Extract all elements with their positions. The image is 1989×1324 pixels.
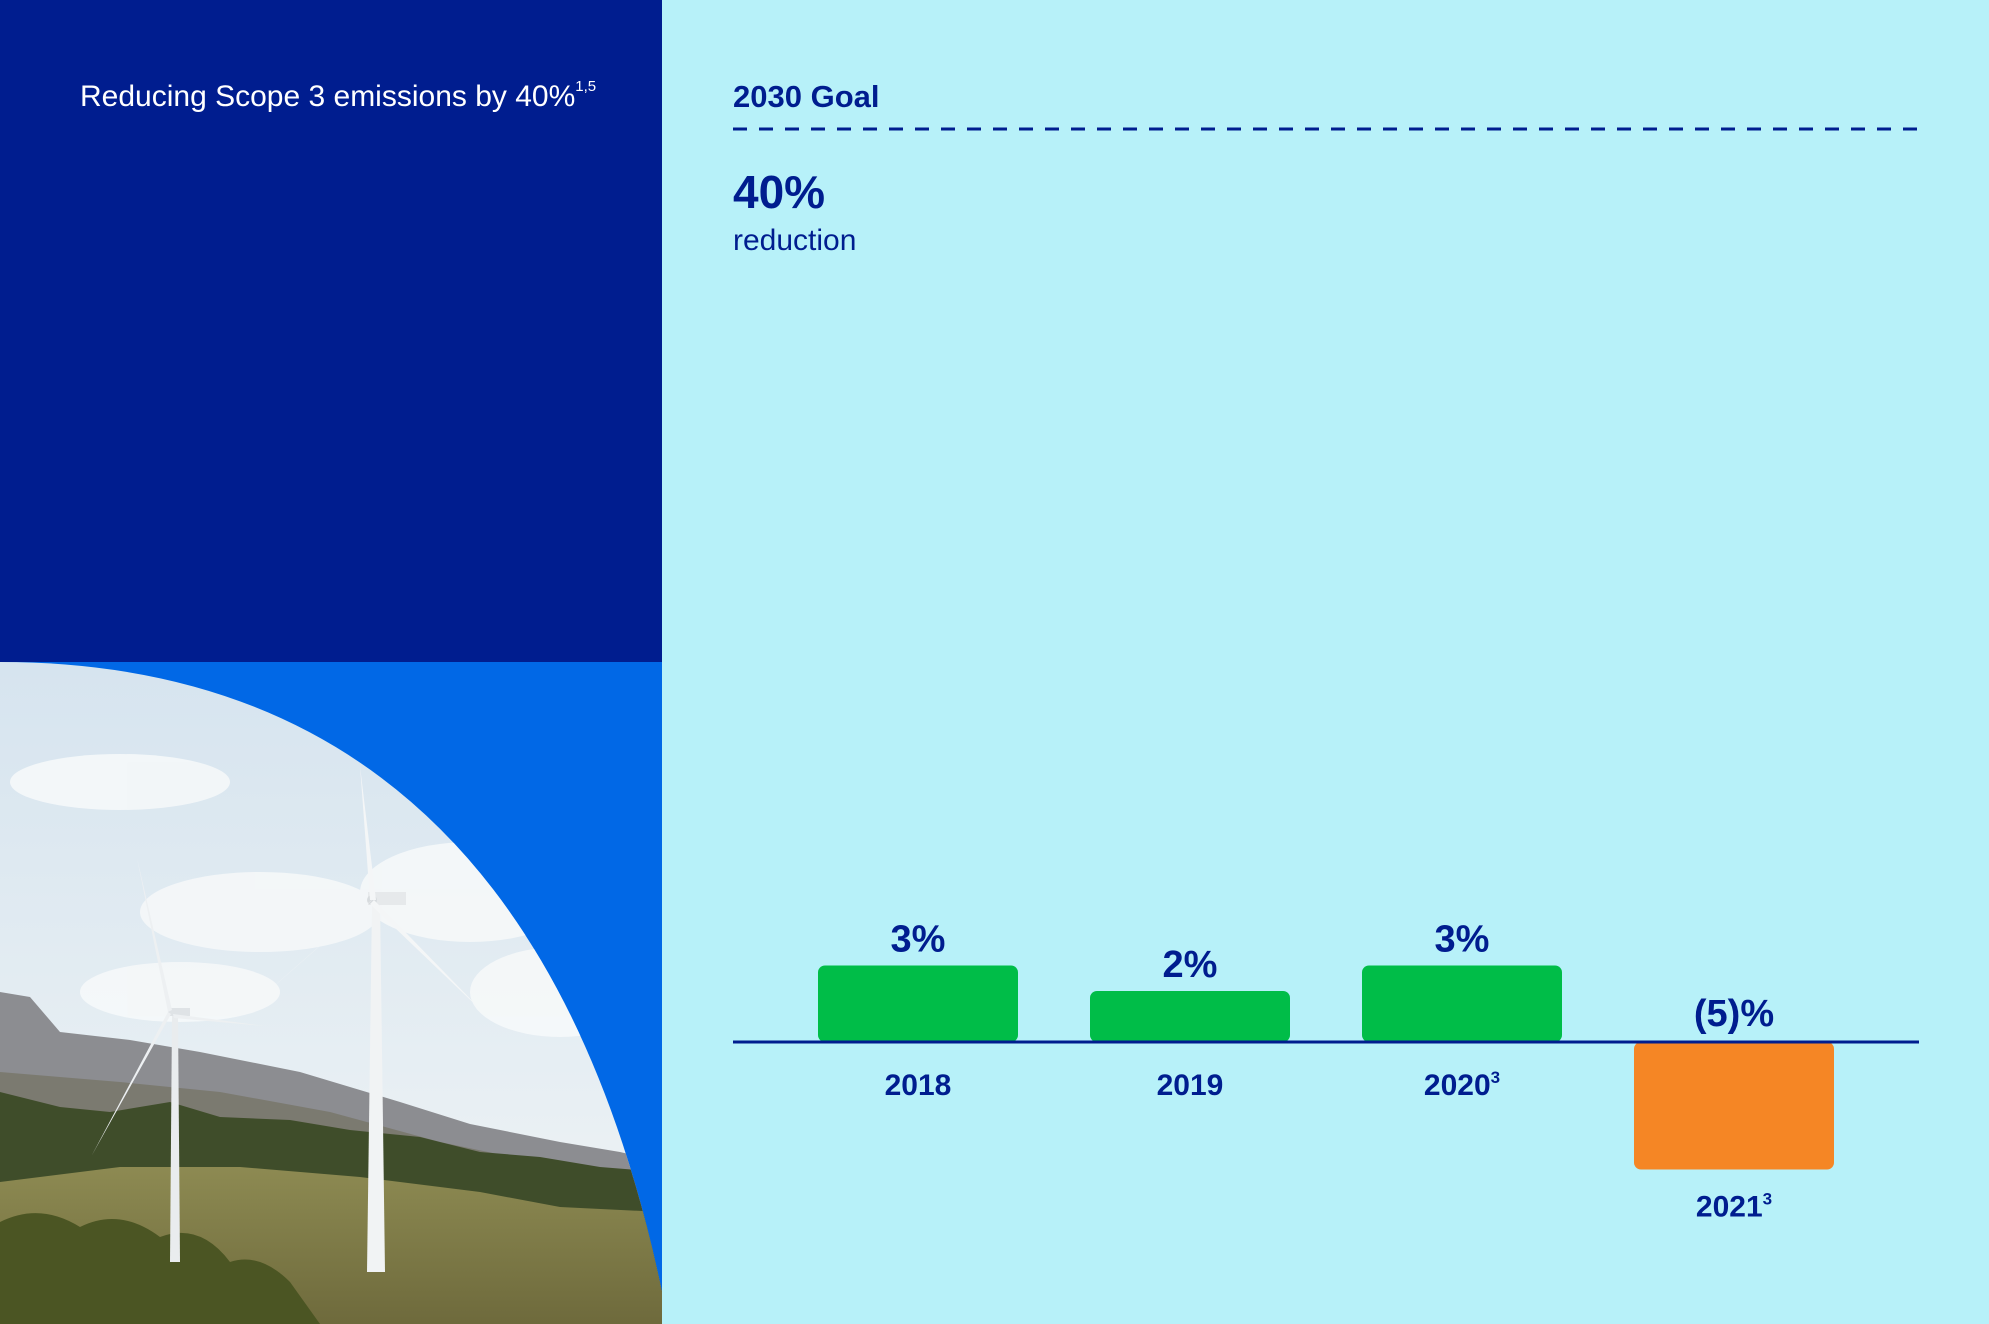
page-title: Reducing Scope 3 emissions by 40%1,5 <box>80 76 600 119</box>
wind-turbine-photo <box>0 662 662 1324</box>
data-label-2018: 3% <box>891 919 946 961</box>
photo-panel <box>0 662 662 1324</box>
bar-2021 <box>1634 1042 1834 1170</box>
wind-turbine-large <box>224 766 485 1272</box>
title-text: Reducing Scope 3 emissions by 40% <box>80 80 576 113</box>
goal-value-label: reduction <box>733 224 856 257</box>
data-label-2021: (5)% <box>1694 993 1774 1035</box>
category-label-2018: 2018 <box>885 1069 952 1102</box>
goal-label: 2030 Goal <box>733 79 879 114</box>
category-label-2019: 2019 <box>1157 1069 1224 1102</box>
data-label-2019: 2% <box>1163 944 1218 986</box>
goal-value: 40% <box>733 166 825 218</box>
bars-group: 3% 2018 2% 2019 3% 20203 (5)% 20213 <box>818 919 1834 1224</box>
title-panel: Reducing Scope 3 emissions by 40%1,5 <box>0 0 662 662</box>
wind-turbine-small <box>92 858 265 1262</box>
foreground-shrubs <box>0 1213 320 1324</box>
chart-panel: 2030 Goal 40% reduction 3% 2018 2% 2019 3% 20… <box>662 0 1989 1324</box>
title-footnote: 1,5 <box>575 78 597 95</box>
category-label-2020: 20203 <box>1424 1068 1500 1102</box>
bar-2018 <box>818 965 1018 1042</box>
clouds <box>10 754 650 1037</box>
emissions-bar-chart: 2030 Goal 40% reduction 3% 2018 2% 2019 3% 20… <box>733 79 1919 1224</box>
data-label-2020: 3% <box>1435 919 1490 961</box>
bar-2020 <box>1362 965 1562 1042</box>
category-label-2021: 20213 <box>1696 1190 1772 1224</box>
bar-2019 <box>1090 991 1290 1042</box>
left-panel: Reducing Scope 3 emissions by 40%1,5 <box>0 0 662 1324</box>
